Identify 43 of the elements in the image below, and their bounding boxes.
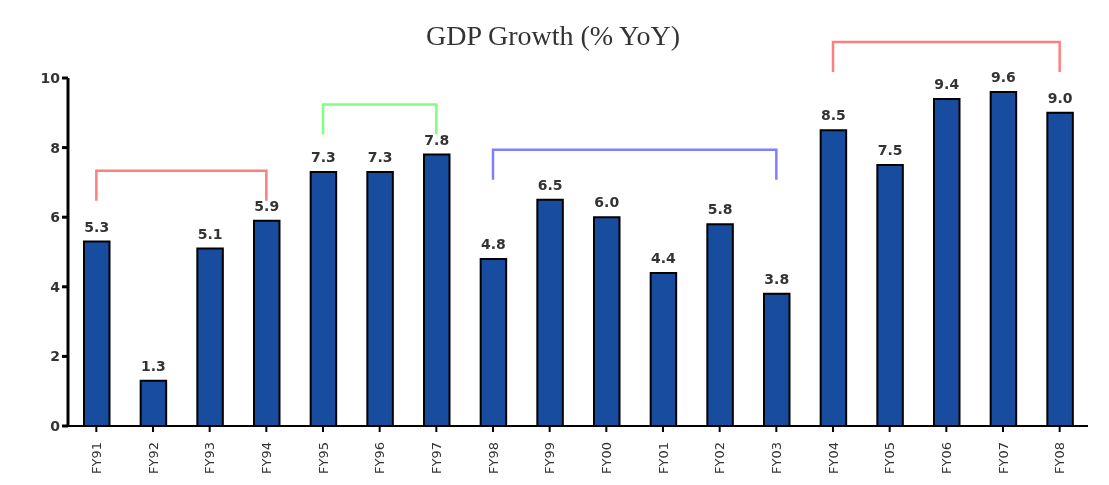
- data-label: 9.6: [991, 68, 1016, 85]
- y-tick-label: 10: [40, 69, 61, 86]
- x-tick-label: FY97: [428, 442, 444, 474]
- x-tick-label: FY99: [542, 442, 558, 474]
- x-tick-label: FY92: [145, 442, 161, 474]
- data-label: 9.4: [934, 75, 960, 92]
- x-tick-label: FY93: [202, 442, 218, 474]
- data-label: 7.3: [367, 148, 393, 165]
- x-tick-label: FY94: [258, 442, 274, 474]
- data-label: 7.3: [311, 148, 336, 165]
- data-label: 9.0: [1047, 89, 1073, 106]
- x-tick-label: FY07: [995, 442, 1011, 474]
- data-label: 6.0: [594, 194, 620, 211]
- x-tick-label: FY95: [315, 442, 331, 474]
- data-label: 3.8: [764, 270, 790, 287]
- y-tick-label: 8: [50, 139, 60, 156]
- x-tick-label: FY08: [1052, 442, 1068, 474]
- y-tick-label: 2: [50, 348, 60, 365]
- data-label: 5.8: [707, 201, 733, 218]
- x-tick-label: FY02: [712, 442, 728, 474]
- y-tick-label: 4: [50, 278, 61, 295]
- y-tick-label: 0: [50, 417, 61, 434]
- x-tick-label: FY98: [485, 442, 501, 474]
- x-tick-label: FY03: [768, 442, 784, 474]
- data-label: 4.4: [651, 249, 677, 266]
- data-label: 5.1: [197, 225, 223, 242]
- x-tick-label: FY00: [598, 442, 614, 474]
- data-label: 7.5: [877, 142, 903, 158]
- x-tick-label: FY04: [825, 442, 841, 474]
- x-tick-label: FY91: [88, 442, 104, 474]
- data-label: 8.5: [821, 107, 846, 124]
- x-tick-label: FY96: [372, 442, 388, 474]
- x-tick-label: FY01: [655, 442, 671, 474]
- y-tick-label: 6: [50, 209, 60, 226]
- data-label: 6.5: [537, 176, 563, 193]
- data-label: 5.3: [84, 218, 110, 235]
- data-label: 5.9: [254, 197, 280, 214]
- x-tick-label: FY05: [882, 442, 898, 474]
- chart-title: GDP Growth (% YoY): [424, 20, 682, 52]
- data-label: 7.8: [424, 131, 450, 148]
- x-tick-label: FY06: [938, 442, 954, 474]
- data-label: 1.3: [141, 357, 166, 374]
- data-label: 4.8: [481, 235, 506, 252]
